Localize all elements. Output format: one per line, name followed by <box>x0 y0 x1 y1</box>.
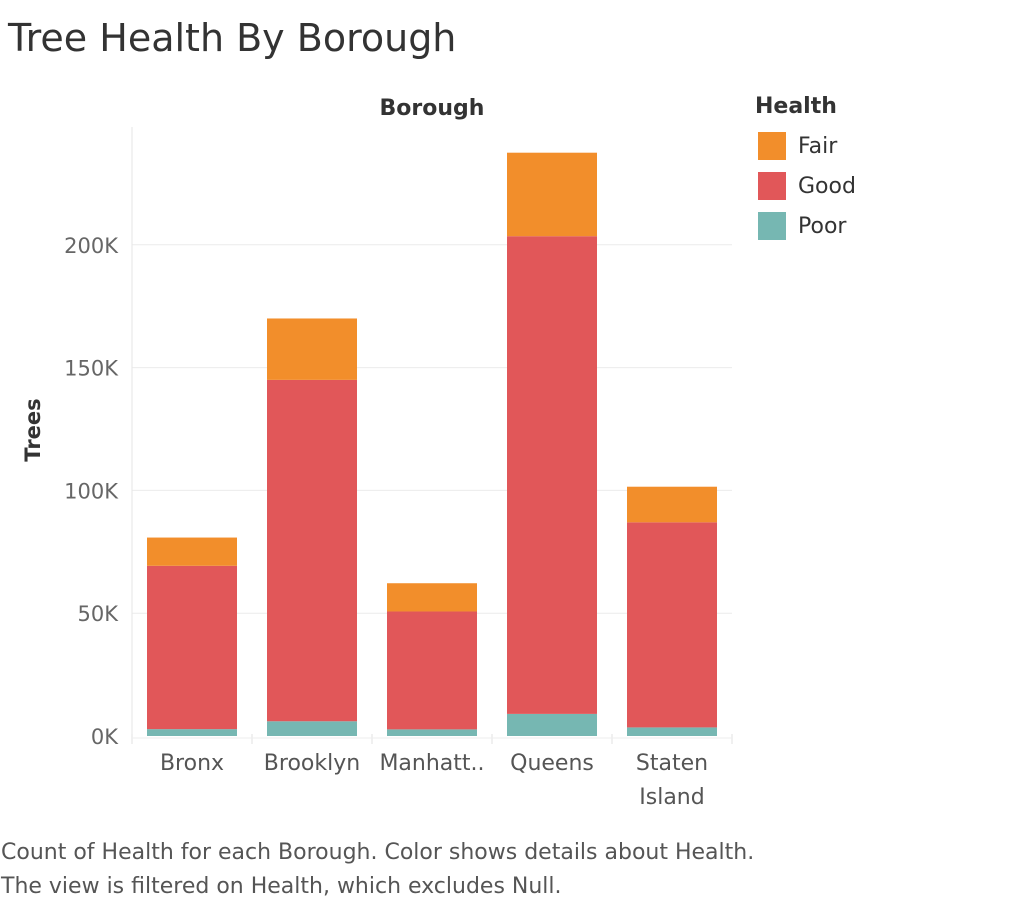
bar-good-queens <box>507 236 597 714</box>
x-tick-label: Staten <box>636 751 708 776</box>
bar-good-staten-island <box>627 522 717 728</box>
y-tick-label: 0K <box>91 725 119 749</box>
legend-item-good[interactable]: Good <box>755 166 1005 206</box>
bar-poor-brooklyn <box>267 721 357 736</box>
x-tick-label: Bronx <box>160 751 224 776</box>
legend-label-fair: Fair <box>798 133 838 159</box>
bar-good-brooklyn <box>267 379 357 722</box>
bar-fair-brooklyn <box>267 318 357 380</box>
column-header: Borough <box>380 96 485 121</box>
bar-good-bronx <box>147 565 237 730</box>
bar-fair-manhatt <box>387 583 477 612</box>
bar-poor-bronx <box>147 729 237 736</box>
legend-swatch-fair <box>758 132 786 160</box>
x-tick-label: Island <box>639 785 704 810</box>
x-tick-label: Queens <box>510 751 594 776</box>
bar-fair-bronx <box>147 537 237 566</box>
bar-poor-manhatt <box>387 729 477 736</box>
legend-label-good: Good <box>798 173 856 199</box>
legend-item-fair[interactable]: Fair <box>755 126 1005 166</box>
page-title: Tree Health By Borough <box>8 16 457 60</box>
bar-fair-queens <box>507 152 597 237</box>
legend-title: Health <box>755 94 837 119</box>
chart-caption: Count of Health for each Borough. Color … <box>1 840 755 899</box>
legend-swatch-poor <box>758 212 786 240</box>
y-axis-label: Trees <box>21 398 45 461</box>
legend-label-poor: Poor <box>798 213 847 239</box>
bar-fair-staten-island <box>627 486 717 523</box>
y-tick-label: 150K <box>64 357 119 381</box>
y-tick-label: 50K <box>78 602 120 626</box>
bar-good-manhatt <box>387 611 477 730</box>
legend: Health Fair Good Poor <box>755 92 1005 246</box>
x-tick-label: Manhatt.. <box>379 751 484 776</box>
x-tick-label: Brooklyn <box>264 751 360 776</box>
bar-poor-staten-island <box>627 727 717 736</box>
legend-item-poor[interactable]: Poor <box>755 206 1005 246</box>
legend-swatch-good <box>758 172 786 200</box>
y-tick-label: 100K <box>64 479 119 503</box>
bar-poor-queens <box>507 713 597 736</box>
y-tick-label: 200K <box>64 234 119 258</box>
